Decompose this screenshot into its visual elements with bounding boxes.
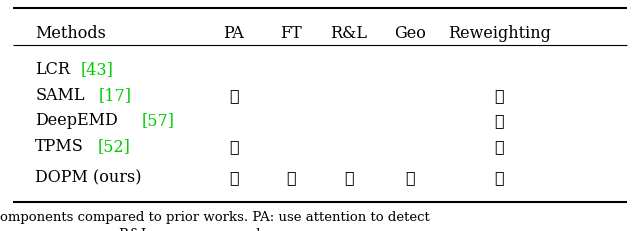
Text: ✓: ✓ (494, 168, 504, 185)
Text: FT: FT (280, 25, 302, 42)
Text: LCR: LCR (35, 61, 70, 78)
Text: DOPM (ours): DOPM (ours) (35, 168, 141, 185)
Text: ✓: ✓ (228, 168, 239, 185)
Text: DeepEMD: DeepEMD (35, 112, 118, 129)
Text: R&L:                        b: R&L: b (0, 227, 264, 231)
Text: [17]: [17] (99, 86, 132, 103)
Text: ✓: ✓ (286, 168, 296, 185)
Text: R&L: R&L (330, 25, 367, 42)
Text: TPMS: TPMS (35, 137, 84, 154)
Text: Geo: Geo (394, 25, 426, 42)
Text: ✓: ✓ (494, 137, 504, 154)
Text: ✓: ✓ (228, 86, 239, 103)
Text: Reweighting: Reweighting (448, 25, 550, 42)
Text: ✓: ✓ (228, 137, 239, 154)
Text: ✓: ✓ (494, 86, 504, 103)
Text: PA: PA (223, 25, 244, 42)
Text: SAML: SAML (35, 86, 84, 103)
Text: ✓: ✓ (404, 168, 415, 185)
Text: [52]: [52] (98, 137, 131, 154)
Text: Methods: Methods (35, 25, 106, 42)
Text: [57]: [57] (142, 112, 175, 129)
Text: [43]: [43] (81, 61, 113, 78)
Text: omponents compared to prior works. PA: use attention to detect: omponents compared to prior works. PA: u… (0, 210, 429, 223)
Text: ✓: ✓ (494, 112, 504, 129)
Text: ✓: ✓ (344, 168, 354, 185)
